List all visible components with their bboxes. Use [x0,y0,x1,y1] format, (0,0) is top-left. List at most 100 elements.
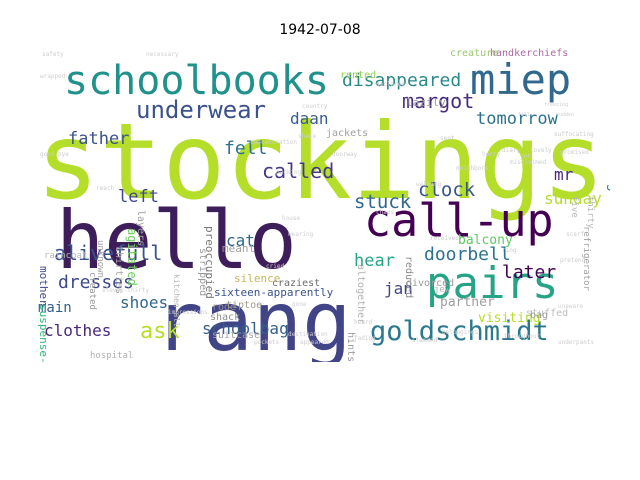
cloud-word-silence: silence [234,272,280,285]
cloud-word-sudden: sudden [556,112,574,118]
cloud-word-hello: hello [56,194,297,287]
cloud-word-sunday: sunday [544,189,602,208]
cloud-word-cried: cried [266,263,284,270]
cloud-word-scarf: scarf [566,231,584,238]
cloud-word-refrigerator: refrigerator [581,226,591,292]
cloud-word-tomorrow: tomorrow [476,109,559,129]
cloud-word-altogether: altogether [355,264,366,324]
cloud-word-cat: cat [226,231,255,250]
cloud-word-stuck: stuck [354,191,412,213]
cloud-word-wrapped: wrapped [40,73,66,80]
cloud-word-necessary: necessary [146,51,179,58]
cloud-word-destination: destination [288,331,328,338]
cloud-word-preoccupied: preoccupied [203,226,216,299]
cloud-word-creature: creature [450,48,498,59]
cloud-word-meant: meant [222,242,255,255]
cloud-word-belongings: belongings [442,329,479,336]
cloud-word-wearing: wearing [288,231,314,238]
cloud-word-goldschmidt: goldschmidt [370,316,549,347]
cloud-word-fill: fill [518,112,530,118]
cloud-word-freezing: freezing [544,102,568,108]
cloud-word-hints: hints [345,332,356,362]
cloud-word-walking: walking [416,181,442,188]
cloud-word-schoolbooks: schoolbooks [64,58,329,104]
cloud-word-pretend: pretend [560,257,586,264]
cloud-word-concentration: concentration [250,139,297,146]
cloud-word-reach: reach [96,185,114,192]
cloud-word-house: house [282,215,300,222]
cloud-word-later: later [502,262,556,283]
cloud-word-mother: mother [37,266,50,306]
cloud-word-craziest: craziest [272,278,320,289]
cloud-word-packing: packing [276,169,302,176]
cloud-word-fading: fading [354,335,376,342]
cloud-word-impressions: impressions [168,309,208,316]
cloud-word-handkerchiefs: handkerchiefs [490,48,568,59]
cloud-word-hear: hear [354,251,395,271]
cloud-word-shoes: shoes [120,293,168,312]
cloud-word-created: created [87,272,97,310]
cloud-word-pairs: pairs [426,258,558,309]
cloud-word-disappeared: disappeared [342,70,461,91]
cloud-word-clothes: clothes [44,321,111,340]
cloud-word-ask: ask [140,319,180,344]
cloud-word-schoolbag: schoolbag [202,319,289,338]
cloud-word-jot: jot [520,153,531,160]
cloud-word-neighbors: neighbors [456,165,489,172]
cloud-word-divorced: divorced [406,278,454,289]
cloud-word-lazily: lazily [406,96,446,109]
cloud-word-alivefull: alivefull [54,241,162,265]
cloud-word-fell: fell [224,138,267,159]
cloud-word-daan: daan [290,109,329,128]
cloud-word-father: father [68,129,129,149]
cloud-word-heard: heard [354,319,372,326]
cloud-word-stuffed: stuffed [526,308,568,319]
cloud-word-left: left [118,187,159,207]
cloud-word-called: called [262,159,334,183]
cloud-word-balcony: balcony [458,233,513,248]
cloud-word-rang: rang [154,275,351,362]
cloud-word-mr: mr [554,165,574,184]
cloud-word-jew: jew [434,285,451,295]
cloud-word-agitated: agitated [125,228,139,286]
cloud-word-pockets: pockets [254,339,280,346]
cloud-word-chaos: chaos [376,209,394,216]
cloud-word-promised: promised [560,149,589,156]
cloud-word-throughout: throughout [504,333,541,340]
cloud-word-partner: partner [440,295,495,310]
cloud-word-living: living [606,138,610,192]
cloud-word-declared: declared [376,81,405,88]
word-cloud-title: 1942-07-08 [279,22,361,38]
cloud-word-lovely: lovely [530,147,552,154]
cloud-word-sent: sent [440,135,455,142]
cloud-word-doorbell: doorbell [424,244,511,265]
cloud-word-sixteen-apparently: sixteen-apparently [214,286,334,299]
cloud-word-miep: miep [470,55,571,104]
cloud-word-jackets: jackets [326,128,368,139]
cloud-word-unaware: unaware [558,303,584,310]
cloud-word-stripped: stripped [197,248,208,296]
cloud-word-clock: clock [418,179,476,201]
cloud-word-underpants: underpants [558,339,595,346]
cloud-word-gone: gone [292,301,307,308]
cloud-word-raincoat: raincoat [44,251,87,261]
cloud-word-underwear: underwear [136,96,266,124]
cloud-word-kitchen-all: kitchen-all [172,274,181,327]
cloud-word-safety: safety [42,51,64,58]
cloud-word-reduced: reduced [403,256,414,298]
cloud-word-thirties: thirties [113,246,124,294]
cloud-word-layers: layers [135,210,146,246]
cloud-word-suitcase: suitcase [212,330,260,341]
cloud-word-dresses: dresses [58,272,134,293]
cloud-word-hospital: hospital [90,351,133,361]
cloud-word-ring: ring [502,247,517,254]
cloud-word-main: main [38,300,72,316]
cloud-word-country: country [302,103,328,110]
cloud-word-slammed: slammed [412,337,438,344]
cloud-word-shack: shack [210,312,240,323]
cloud-word-thirty: thirty [585,196,595,229]
cloud-word-call-up: call-up [364,194,554,247]
cloud-word-received: received [430,235,459,242]
cloud-word-unknown: unknown [95,240,105,278]
